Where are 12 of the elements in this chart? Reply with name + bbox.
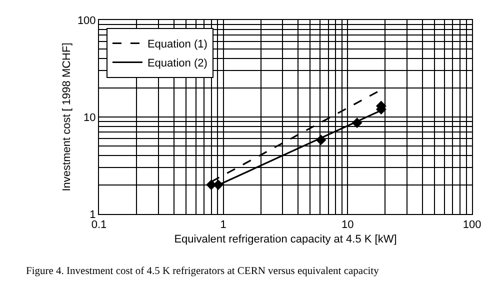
x-tick-label: 10 bbox=[342, 219, 354, 232]
x-axis-title: Equivalent refrigeration capacity at 4.5 K [kW] bbox=[174, 233, 397, 246]
x-tick-label: 0.1 bbox=[91, 219, 107, 232]
legend-label: Equation (1) bbox=[147, 38, 208, 51]
caption: Figure 4. Investment cost of 4.5 K refrigerators at CERN versus equivalent capacity bbox=[26, 266, 380, 277]
x-tick-label: 100 bbox=[462, 219, 482, 232]
x-tick-label: 1 bbox=[220, 219, 226, 232]
y-tick-label: 100 bbox=[77, 14, 96, 27]
y-tick-label: 1 bbox=[90, 208, 96, 221]
legend-label: Equation (2) bbox=[147, 58, 208, 70]
y-tick-label: 10 bbox=[84, 112, 96, 124]
y-axis-title: Investment cost [ 1998 MCHF] bbox=[61, 42, 74, 192]
